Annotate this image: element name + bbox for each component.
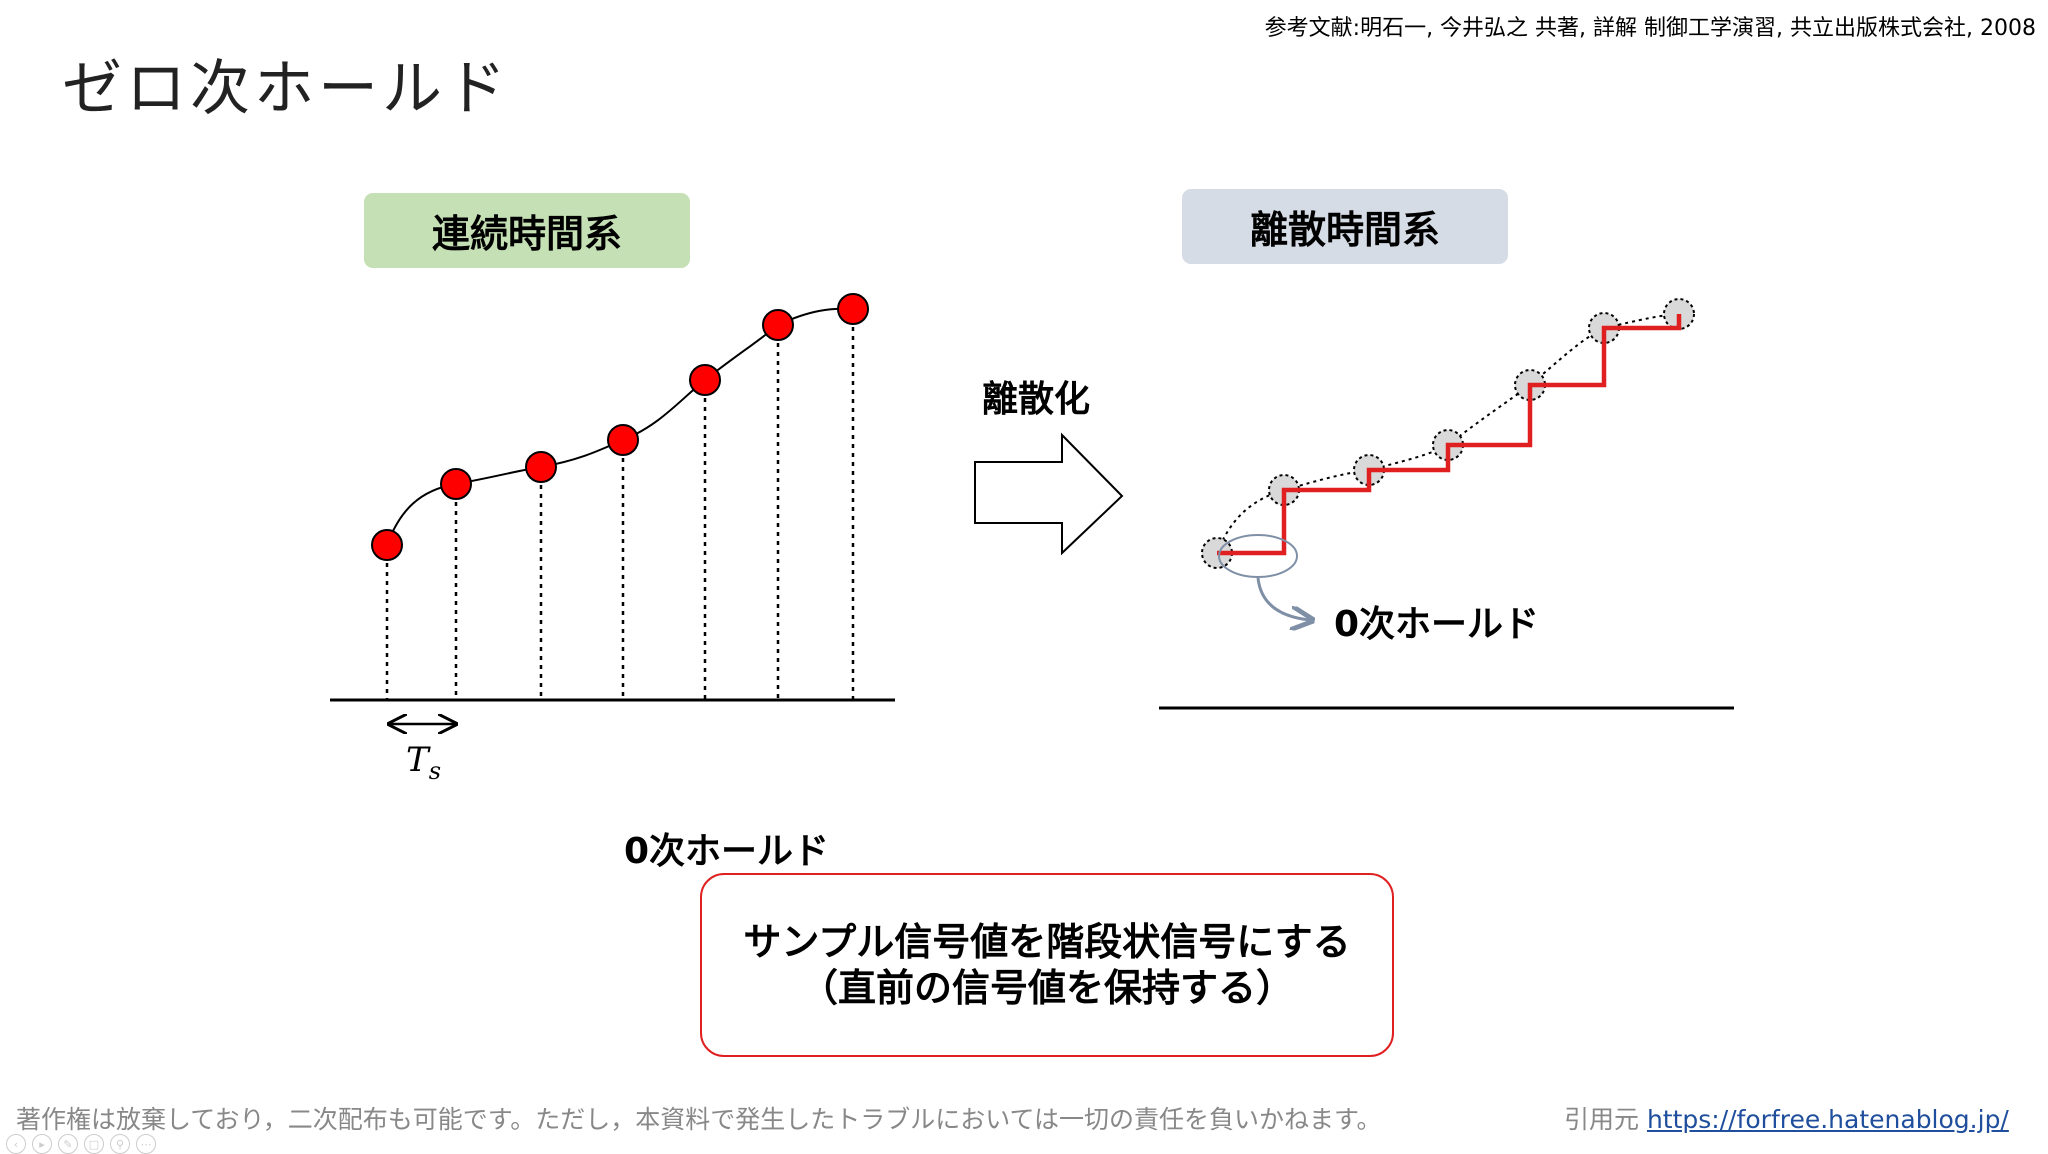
sample-point	[689, 364, 721, 396]
description-line-1: サンプル信号値を階段状信号にする	[743, 920, 1351, 964]
description-line-2: （直前の信号値を保持する）	[799, 966, 1294, 1010]
slide-title: ゼロ次ホールド	[62, 54, 510, 124]
pen-icon[interactable]: ✎	[58, 1134, 78, 1154]
source-citation: 引用元 https://forfree.hatenablog.jp/	[1564, 1100, 2009, 1136]
zoh-heading: 0次ホールド	[624, 831, 830, 872]
ghost-points	[1201, 298, 1695, 569]
discrete-time-label: 離散時間系	[1182, 189, 1508, 264]
source-link[interactable]: https://forfree.hatenablog.jp/	[1646, 1105, 2009, 1134]
sampling-period-label: Ts	[406, 740, 441, 785]
reference-citation: 参考文献:明石一, 今井弘之 共著, 詳解 制御工学演習, 共立出版株式会社, …	[1264, 16, 2036, 41]
zoom-icon[interactable]: ⚲	[110, 1134, 130, 1154]
sample-point	[371, 529, 403, 561]
ts-symbol: T	[406, 740, 429, 780]
discrete-plot	[1159, 298, 1734, 710]
sample-point	[762, 309, 794, 341]
discretize-label: 離散化	[982, 379, 1091, 420]
sample-point	[837, 293, 869, 325]
continuous-plot	[330, 293, 895, 724]
sample-point	[607, 424, 639, 456]
zoh-highlight-ellipse	[1218, 534, 1298, 578]
discretize-arrow	[974, 432, 1124, 556]
zoh-staircase	[1217, 314, 1682, 556]
continuous-time-label: 連続時間系	[364, 193, 690, 268]
sample-point	[440, 468, 472, 500]
sample-points	[371, 293, 869, 561]
zoh-description-box: サンプル信号値を階段状信号にする （直前の信号値を保持する）	[700, 873, 1394, 1057]
sample-stems	[385, 309, 855, 700]
zoh-callout-arrow	[1256, 577, 1310, 620]
slide-controls: ‹ ▸ ✎ □ ⚲ ⋯	[6, 1134, 156, 1154]
sample-point	[525, 451, 557, 483]
prev-icon[interactable]: ‹	[6, 1134, 26, 1154]
zoh-callout-label: 0次ホールド	[1334, 604, 1540, 645]
copyright-note: 著作権は放棄しており，二次配布も可能です。ただし，本資料で発生したトラブルにおい…	[16, 1105, 1382, 1134]
play-icon[interactable]: ▸	[32, 1134, 52, 1154]
ts-subscript: s	[428, 756, 442, 785]
slides-icon[interactable]: □	[84, 1134, 104, 1154]
more-icon[interactable]: ⋯	[136, 1134, 156, 1154]
source-prefix: 引用元	[1564, 1105, 1647, 1134]
